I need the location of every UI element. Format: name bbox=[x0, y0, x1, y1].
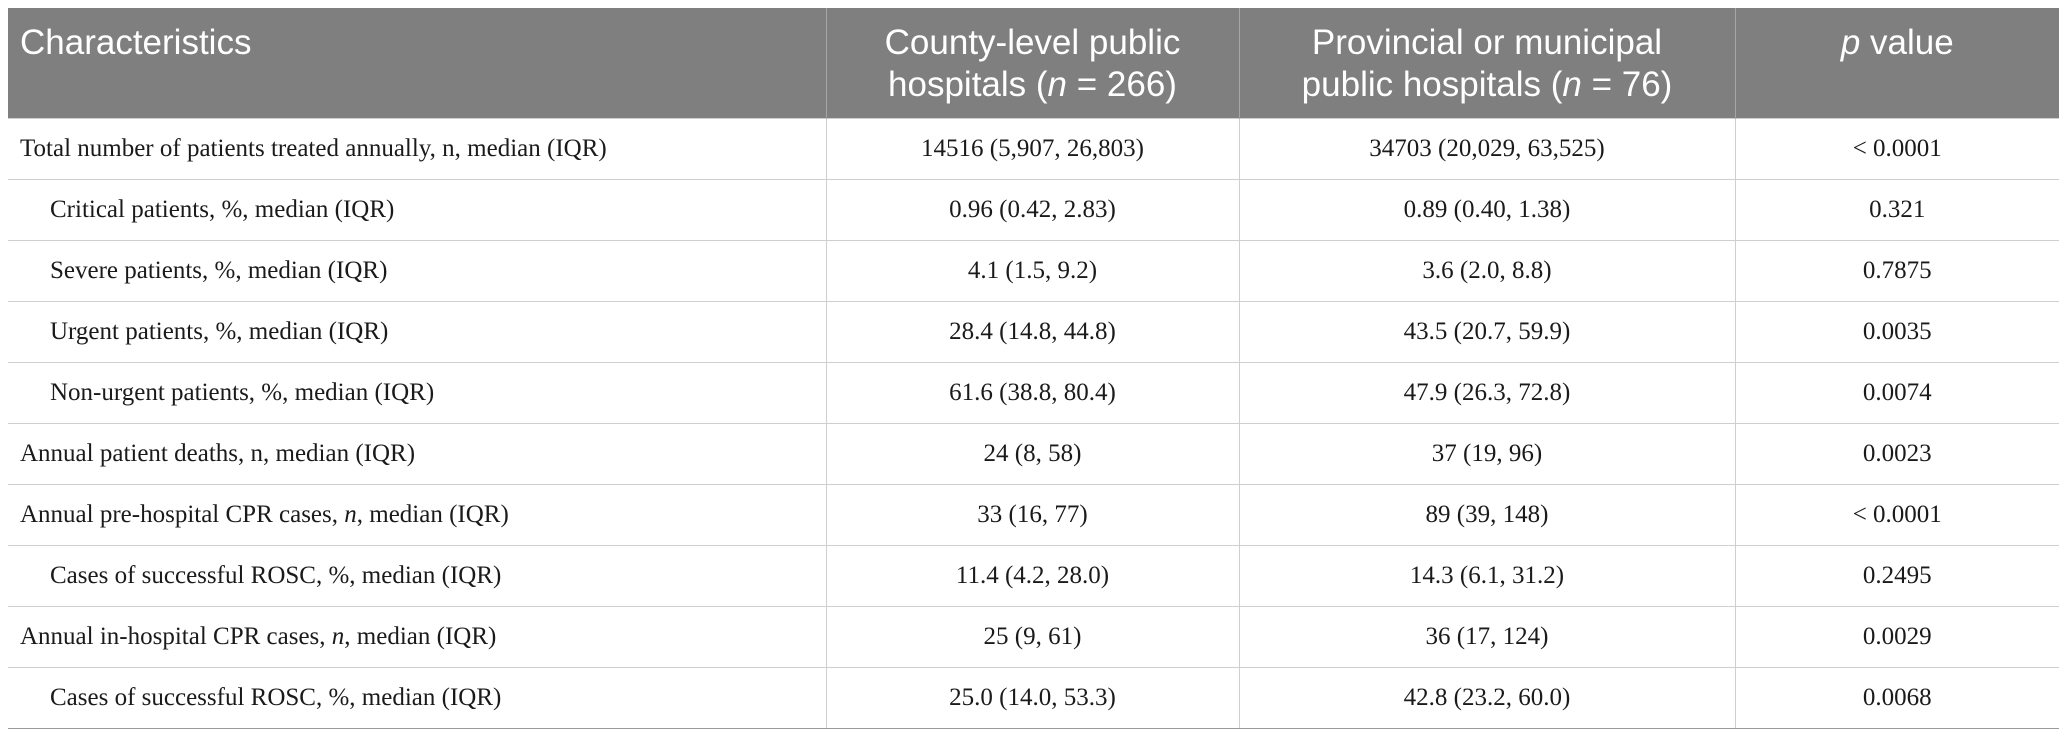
p-value: 0.0023 bbox=[1734, 422, 2059, 485]
provincial-value: 89 (39, 148) bbox=[1238, 483, 1736, 546]
county-value: 61.6 (38.8, 80.4) bbox=[825, 361, 1240, 424]
characteristics-table: Characteristics County-level public hosp… bbox=[8, 8, 2059, 729]
provincial-value: 43.5 (20.7, 59.9) bbox=[1238, 300, 1736, 363]
row-label: Annual patient deaths, n, median (IQR) bbox=[8, 422, 827, 485]
provincial-value: 0.89 (0.40, 1.38) bbox=[1238, 178, 1736, 241]
table-row: Annual pre-hospital CPR cases, n, median… bbox=[8, 483, 2059, 546]
provincial-value: 34703 (20,029, 63,525) bbox=[1238, 117, 1736, 180]
table-row: Severe patients, %, median (IQR) 4.1 (1.… bbox=[8, 239, 2059, 302]
p-value: 0.0035 bbox=[1734, 300, 2059, 363]
p-value: 0.7875 bbox=[1734, 239, 2059, 302]
table-body: Total number of patients treated annuall… bbox=[8, 117, 2059, 729]
row-label: Critical patients, %, median (IQR) bbox=[8, 178, 827, 241]
table-row: Urgent patients, %, median (IQR) 28.4 (1… bbox=[8, 300, 2059, 363]
header-row: Characteristics County-level public hosp… bbox=[8, 8, 2059, 118]
county-value: 0.96 (0.42, 2.83) bbox=[825, 178, 1240, 241]
table-row: Total number of patients treated annuall… bbox=[8, 117, 2059, 180]
data-table-container: Characteristics County-level public hosp… bbox=[8, 8, 2059, 729]
provincial-value: 42.8 (23.2, 60.0) bbox=[1238, 666, 1736, 729]
header-provincial-municipal: Provincial or municipal public hospitals… bbox=[1238, 8, 1736, 118]
p-value: 0.321 bbox=[1734, 178, 2059, 241]
row-label: Urgent patients, %, median (IQR) bbox=[8, 300, 827, 363]
row-label: Severe patients, %, median (IQR) bbox=[8, 239, 827, 302]
county-value: 24 (8, 58) bbox=[825, 422, 1240, 485]
row-label: Annual in-hospital CPR cases, n, median … bbox=[8, 605, 827, 668]
p-value: < 0.0001 bbox=[1734, 483, 2059, 546]
p-value: 0.0074 bbox=[1734, 361, 2059, 424]
table-row: Critical patients, %, median (IQR) 0.96 … bbox=[8, 178, 2059, 241]
table-row: Cases of successful ROSC, %, median (IQR… bbox=[8, 666, 2059, 729]
table-row: Non-urgent patients, %, median (IQR) 61.… bbox=[8, 361, 2059, 424]
county-value: 4.1 (1.5, 9.2) bbox=[825, 239, 1240, 302]
row-label: Non-urgent patients, %, median (IQR) bbox=[8, 361, 827, 424]
table-row: Cases of successful ROSC, %, median (IQR… bbox=[8, 544, 2059, 607]
p-value: 0.2495 bbox=[1734, 544, 2059, 607]
row-label: Annual pre-hospital CPR cases, n, median… bbox=[8, 483, 827, 546]
provincial-value: 14.3 (6.1, 31.2) bbox=[1238, 544, 1736, 607]
provincial-value: 47.9 (26.3, 72.8) bbox=[1238, 361, 1736, 424]
table-row: Annual in-hospital CPR cases, n, median … bbox=[8, 605, 2059, 668]
provincial-value: 36 (17, 124) bbox=[1238, 605, 1736, 668]
p-value: < 0.0001 bbox=[1734, 117, 2059, 180]
row-label: Cases of successful ROSC, %, median (IQR… bbox=[8, 666, 827, 729]
header-p-value: p value bbox=[1734, 8, 2059, 118]
table-header: Characteristics County-level public hosp… bbox=[8, 8, 2059, 118]
county-value: 25.0 (14.0, 53.3) bbox=[825, 666, 1240, 729]
provincial-value: 37 (19, 96) bbox=[1238, 422, 1736, 485]
header-county-level: County-level public hospitals (n = 266) bbox=[825, 8, 1240, 118]
row-label: Cases of successful ROSC, %, median (IQR… bbox=[8, 544, 827, 607]
table-row: Annual patient deaths, n, median (IQR) 2… bbox=[8, 422, 2059, 485]
county-value: 11.4 (4.2, 28.0) bbox=[825, 544, 1240, 607]
provincial-value: 3.6 (2.0, 8.8) bbox=[1238, 239, 1736, 302]
p-value: 0.0029 bbox=[1734, 605, 2059, 668]
row-label: Total number of patients treated annuall… bbox=[8, 117, 827, 180]
county-value: 14516 (5,907, 26,803) bbox=[825, 117, 1240, 180]
p-value: 0.0068 bbox=[1734, 666, 2059, 729]
county-value: 25 (9, 61) bbox=[825, 605, 1240, 668]
header-characteristics: Characteristics bbox=[8, 8, 827, 118]
county-value: 28.4 (14.8, 44.8) bbox=[825, 300, 1240, 363]
county-value: 33 (16, 77) bbox=[825, 483, 1240, 546]
